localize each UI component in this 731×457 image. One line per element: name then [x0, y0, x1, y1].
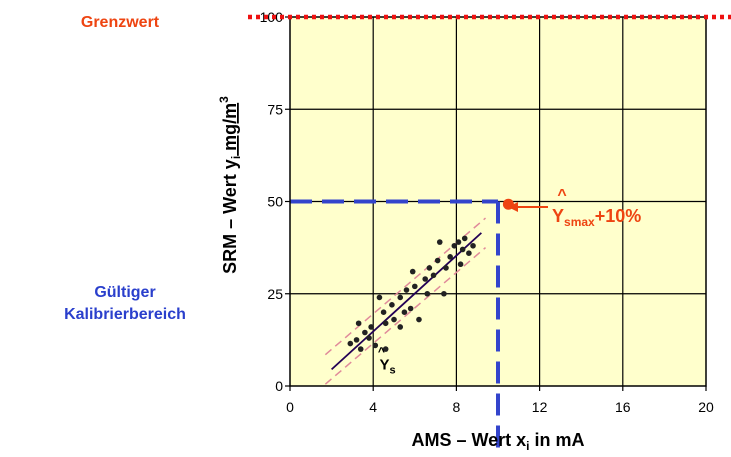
calibration-range-line-1: Gültiger — [94, 284, 156, 301]
data-point — [430, 272, 437, 279]
data-point — [368, 324, 374, 330]
limit-label: Grenzwert — [80, 14, 160, 31]
data-point — [357, 346, 364, 352]
regression-line — [330, 232, 482, 371]
data-point — [389, 302, 395, 308]
y-axis-title-sub: i — [229, 156, 243, 159]
data-point — [409, 268, 416, 275]
data-point — [422, 276, 429, 282]
data-point — [372, 342, 379, 349]
max-label-rest: +10% — [595, 206, 642, 226]
max-label-sub: smax — [564, 215, 595, 229]
data-point — [391, 316, 397, 323]
data-point — [451, 242, 458, 249]
data-point — [447, 254, 453, 260]
x-axis-title: AMS – Wert xi in mA — [411, 430, 584, 453]
x-tick-label: 4 — [369, 399, 377, 415]
data-point — [457, 261, 464, 268]
x-tick-label: 0 — [286, 399, 294, 415]
max-label-y: Y — [552, 206, 564, 226]
data-point — [426, 265, 433, 271]
data-point — [416, 316, 422, 323]
data-point — [362, 329, 368, 336]
data-point — [434, 257, 441, 264]
y-axis-title: SRM – Wert yi mg/m3 — [217, 96, 243, 274]
data-point — [443, 265, 449, 271]
y-axis-title-main: SRM – Wert y — [220, 159, 240, 274]
x-tick-label: 20 — [698, 399, 714, 415]
y-tick-label: 50 — [267, 194, 283, 210]
y-axis-title-sup: 3 — [217, 96, 231, 103]
max-arrow-head — [508, 202, 518, 212]
data-point — [441, 290, 447, 297]
calibration-range-line-2: Kalibrierbereich — [64, 306, 186, 323]
y-tick-label: 100 — [260, 9, 284, 25]
fit-label-y: Y — [379, 357, 389, 374]
data-point — [459, 246, 466, 253]
lower-band-line — [324, 247, 487, 385]
data-point — [376, 294, 383, 301]
fit-label: Ys — [379, 357, 395, 377]
x-axis-title-main: AMS – Wert x — [411, 430, 526, 450]
data-point — [407, 305, 414, 312]
data-point — [355, 320, 362, 327]
data-point — [382, 346, 389, 352]
data-point — [366, 335, 372, 341]
data-point — [382, 320, 389, 327]
max-label: Ysmax+10% — [552, 206, 641, 229]
data-point — [455, 239, 462, 245]
y-tick-label: 25 — [267, 286, 283, 302]
x-tick-label: 16 — [615, 399, 631, 415]
y-tick-label: 0 — [275, 378, 283, 394]
data-point — [380, 309, 387, 316]
y-axis-title-unit: mg/m — [220, 103, 240, 156]
fit-label-hat: ^ — [378, 345, 385, 359]
data-point — [424, 290, 431, 297]
data-point — [401, 309, 408, 316]
y-tick-label: 75 — [267, 101, 283, 117]
data-point — [461, 235, 468, 242]
data-point — [436, 239, 443, 245]
data-point — [353, 337, 360, 343]
x-tick-label: 12 — [532, 399, 548, 415]
x-axis-title-rest: in mA — [530, 430, 585, 450]
data-point — [470, 242, 476, 249]
x-tick-label: 8 — [453, 399, 461, 415]
data-point — [412, 283, 418, 290]
data-point — [466, 250, 472, 256]
x-axis-title-sub: i — [526, 439, 529, 453]
data-point — [347, 340, 354, 347]
data-point — [397, 324, 404, 330]
fit-label-sub: s — [389, 365, 395, 377]
max-label-hat: ^ — [557, 187, 566, 204]
data-point — [397, 294, 404, 301]
calibration-range-label: Gültiger Kalibrierbereich — [44, 282, 206, 326]
data-point — [403, 287, 410, 293]
